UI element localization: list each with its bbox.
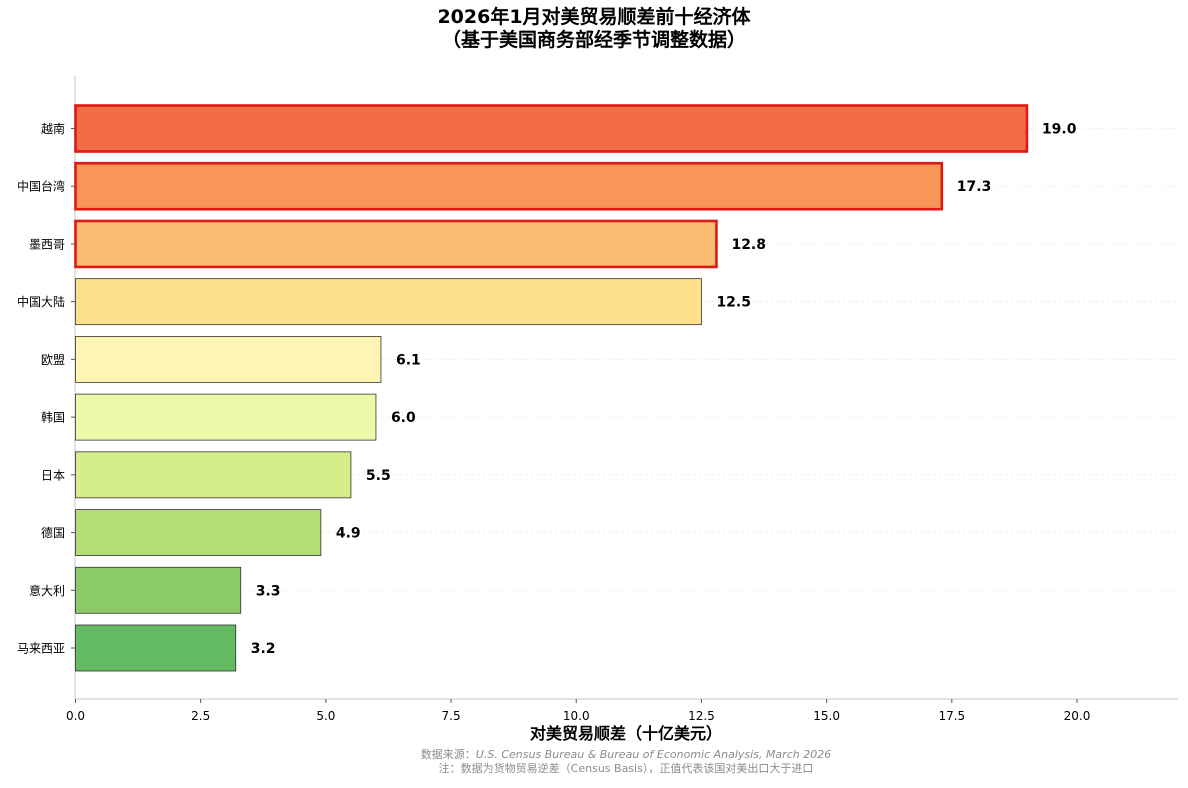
value-label: 12.5 <box>716 295 751 311</box>
x-tick-label: 20.0 <box>1064 709 1091 723</box>
source-body: U.S. Census Bureau & Bureau of Economic … <box>475 748 832 761</box>
bar <box>75 509 322 556</box>
category-label: 中国大陆 <box>17 294 65 309</box>
x-tick-label: 5.0 <box>316 709 335 723</box>
bar <box>74 219 718 269</box>
value-label: 5.5 <box>366 468 391 484</box>
bar <box>74 161 944 211</box>
category-label: 意大利 <box>29 583 65 598</box>
category-label: 中国台湾 <box>17 179 65 194</box>
bar <box>75 566 242 614</box>
category-label: 欧盟 <box>41 353 65 367</box>
value-label: 6.0 <box>391 410 416 426</box>
category-label: 墨西哥 <box>29 237 65 251</box>
source-note: 数据来源：U.S. Census Bureau & Bureau of Econ… <box>0 748 1188 762</box>
chart-title-block: 2026年1月对美贸易顺差前十经济体 （基于美国商务部经季节调整数据） <box>0 6 1188 52</box>
category-label: 韩国 <box>41 410 65 425</box>
bar <box>75 335 382 383</box>
bar <box>75 624 237 672</box>
bar <box>75 393 377 441</box>
x-tick-label: 0.0 <box>66 709 85 723</box>
x-tick-label: 12.5 <box>688 709 715 723</box>
value-label: 12.8 <box>731 237 766 253</box>
x-tick-label: 15.0 <box>813 709 840 723</box>
value-label: 17.3 <box>957 179 992 195</box>
x-tick-label: 2.5 <box>191 709 210 723</box>
category-label: 德国 <box>41 525 65 540</box>
footnotes: 数据来源：U.S. Census Bureau & Bureau of Econ… <box>0 748 1188 776</box>
category-label: 日本 <box>41 468 65 482</box>
x-axis-label: 对美贸易顺差（十亿美元） <box>529 724 722 743</box>
value-label: 3.2 <box>251 641 276 657</box>
value-label: 3.3 <box>256 583 281 599</box>
bar <box>74 104 1029 153</box>
value-label: 19.0 <box>1042 122 1077 138</box>
bar <box>75 451 352 499</box>
category-label: 越南 <box>41 121 65 136</box>
value-label: 6.1 <box>396 352 421 368</box>
footnote-text: 注：数据为货物贸易逆差（Census Basis），正值代表该国对美出口大于进口 <box>438 762 814 775</box>
x-tick-label: 17.5 <box>938 709 965 723</box>
value-label: 4.9 <box>336 526 361 542</box>
chart-title: 2026年1月对美贸易顺差前十经济体 <box>437 6 751 28</box>
x-tick-label: 7.5 <box>442 709 461 723</box>
chart-subtitle: （基于美国商务部经季节调整数据） <box>441 29 746 51</box>
category-label: 马来西亚 <box>17 642 65 656</box>
x-tick-label: 10.0 <box>563 709 590 723</box>
bar <box>75 278 702 326</box>
source-prefix: 数据来源： <box>420 748 476 761</box>
